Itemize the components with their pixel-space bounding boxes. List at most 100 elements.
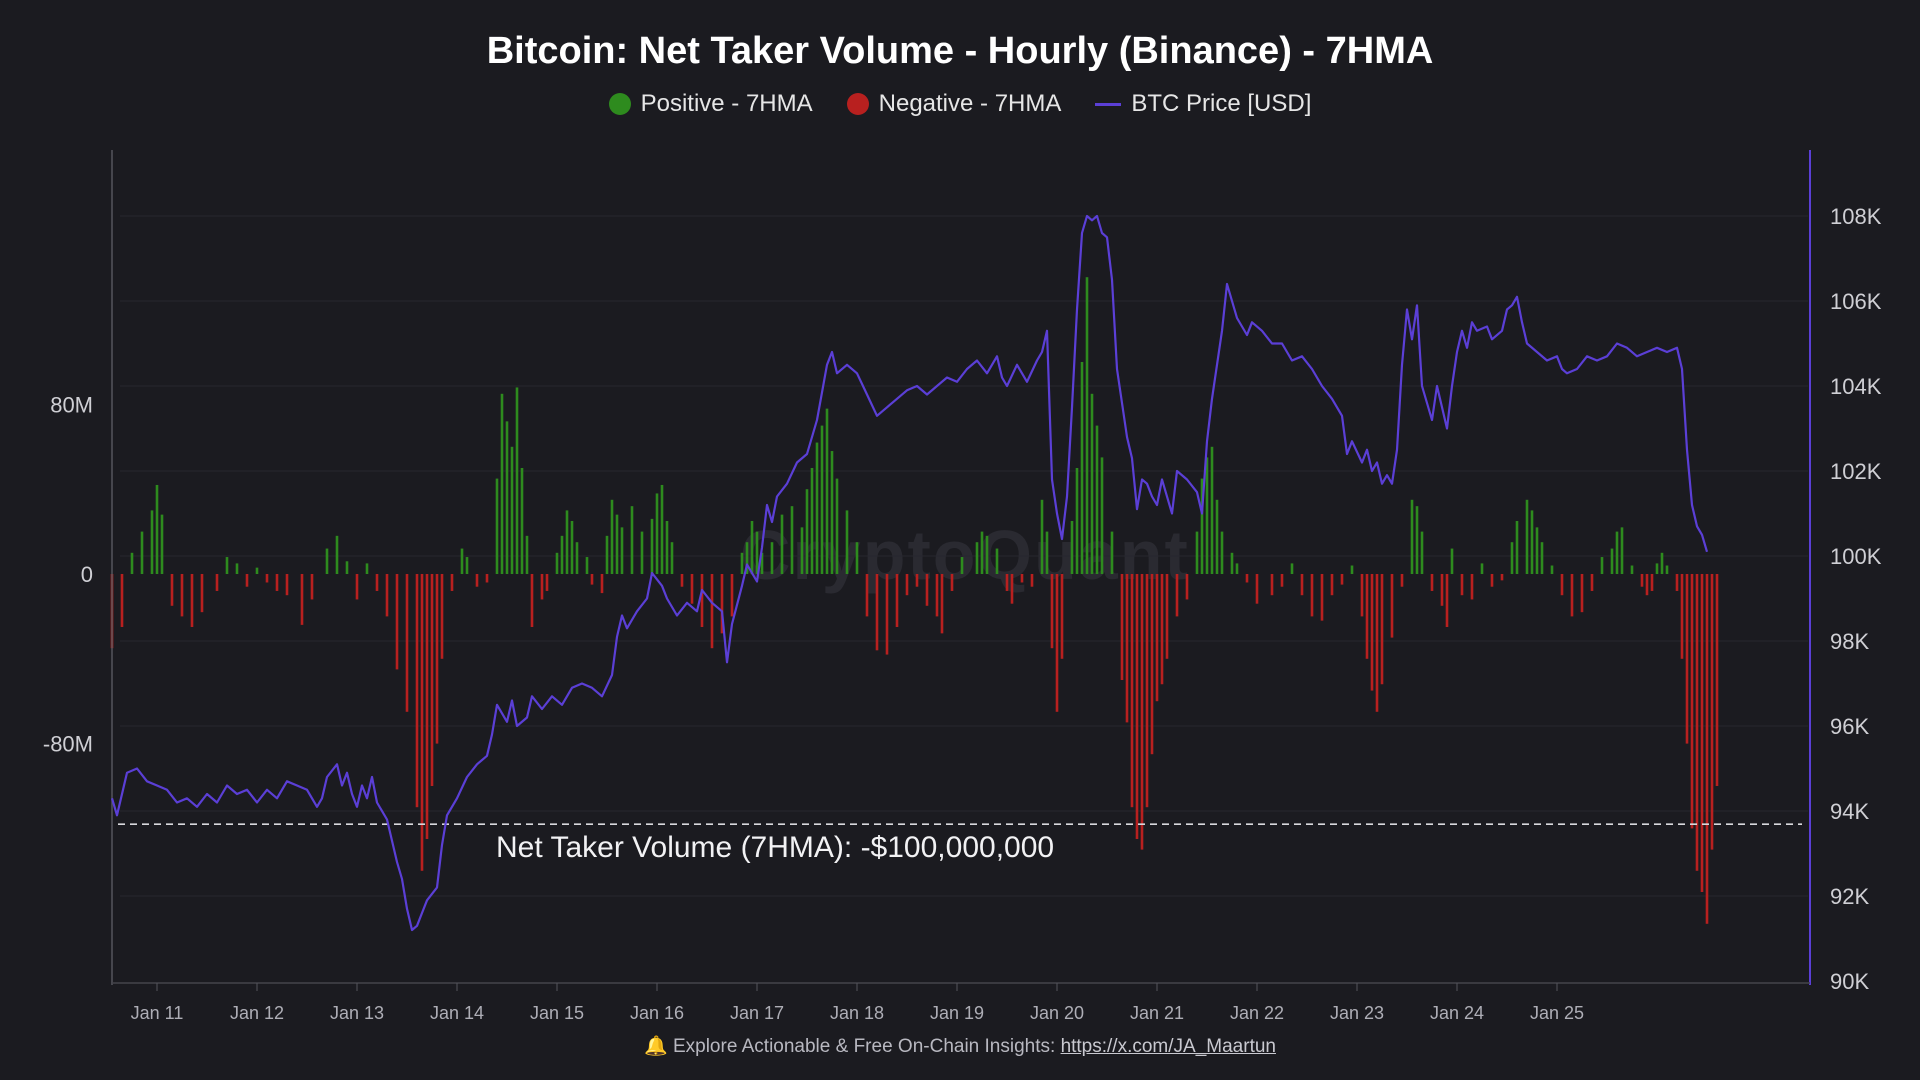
negative-bar — [940, 574, 944, 634]
negative-bar — [1140, 574, 1144, 850]
volume-bars — [110, 277, 1719, 924]
negative-bar — [430, 574, 434, 786]
y-left-tick-label: 0 — [81, 562, 93, 587]
positive-bar — [565, 510, 569, 574]
negative-bar — [1155, 574, 1159, 702]
negative-bar — [1175, 574, 1179, 617]
positive-bar — [1420, 531, 1424, 574]
x-tick-label: Jan 22 — [1230, 1003, 1284, 1023]
negative-bar — [540, 574, 544, 600]
negative-bar — [310, 574, 314, 600]
negative-bar — [485, 574, 489, 583]
negative-bar — [720, 574, 724, 634]
positive-bar — [155, 484, 159, 574]
positive-bar — [650, 518, 654, 574]
positive-bar — [620, 527, 624, 574]
footer-text: Explore Actionable & Free On-Chain Insig… — [672, 1036, 1061, 1057]
negative-bar — [1715, 574, 1719, 786]
positive-bar — [1045, 531, 1049, 574]
legend-item-negative[interactable]: Negative - 7HMA — [846, 90, 1062, 118]
green-dot-icon — [608, 93, 631, 115]
positive-bar — [1070, 521, 1074, 574]
negative-bar — [375, 574, 379, 591]
x-tick-label: Jan 25 — [1530, 1003, 1584, 1023]
positive-bar — [1550, 565, 1554, 574]
positive-bar — [655, 493, 659, 574]
negative-bar — [690, 574, 694, 604]
positive-bar — [755, 531, 759, 574]
y-left-tick-label: 80M — [50, 392, 93, 417]
negative-bar — [1685, 574, 1689, 744]
negative-bar — [1255, 574, 1259, 604]
positive-bar — [660, 484, 664, 574]
positive-bar — [630, 506, 634, 574]
negative-bar — [170, 574, 174, 606]
positive-bar — [1525, 499, 1529, 574]
footer-link[interactable]: https://x.com/JA_Maartun — [1060, 1036, 1276, 1057]
x-tick-label: Jan 23 — [1330, 1003, 1384, 1023]
negative-bar — [1165, 574, 1169, 659]
x-tick-label: Jan 14 — [430, 1003, 484, 1023]
negative-bar — [1590, 574, 1594, 591]
positive-bar — [815, 442, 819, 574]
negative-bar — [1310, 574, 1314, 617]
negative-bar — [1680, 574, 1684, 659]
positive-bar — [805, 489, 809, 574]
positive-bar — [1235, 563, 1239, 574]
positive-bar — [820, 425, 824, 574]
positive-bar — [465, 557, 469, 574]
positive-bar — [1535, 527, 1539, 574]
negative-bar — [1490, 574, 1494, 587]
positive-bar — [855, 542, 859, 574]
negative-bar — [600, 574, 604, 594]
negative-bar — [1705, 574, 1709, 924]
positive-bar — [1530, 510, 1534, 574]
positive-bar — [1610, 548, 1614, 574]
negative-bar — [1645, 574, 1649, 596]
legend-item-btc-price[interactable]: BTC Price [USD] — [1095, 90, 1311, 118]
negative-bar — [1130, 574, 1134, 808]
negative-bar — [950, 574, 954, 591]
positive-bar — [995, 548, 999, 574]
negative-bar — [1430, 574, 1434, 591]
negative-bar — [355, 574, 359, 600]
negative-bar — [1150, 574, 1154, 755]
negative-bar — [180, 574, 184, 617]
line-swatch-icon — [1095, 102, 1122, 106]
negative-bar — [895, 574, 899, 627]
negative-bar — [1120, 574, 1124, 680]
negative-bar — [1440, 574, 1444, 606]
negative-bar — [590, 574, 594, 585]
negative-bar — [1135, 574, 1139, 839]
positive-bar — [225, 557, 229, 574]
chart-title: Bitcoin: Net Taker Volume - Hourly (Bina… — [486, 30, 1434, 72]
negative-bar — [1020, 574, 1024, 583]
positive-bar — [515, 387, 519, 574]
positive-bar — [335, 535, 339, 574]
negative-bar — [730, 574, 734, 617]
legend-label: Positive - 7HMA — [640, 90, 813, 117]
reference-line-label: Net Taker Volume (7HMA): -$100,000,000 — [496, 831, 1054, 864]
positive-bar — [760, 552, 764, 574]
positive-bar — [1110, 531, 1114, 574]
legend-label: Negative - 7HMA — [878, 90, 1062, 117]
negative-bar — [865, 574, 869, 617]
positive-bar — [605, 535, 609, 574]
positive-bar — [665, 521, 669, 574]
negative-bar — [700, 574, 704, 627]
y-right-tick-label: 92K — [1830, 884, 1869, 909]
negative-bar — [1570, 574, 1574, 617]
negative-bar — [1005, 574, 1009, 591]
negative-bar — [530, 574, 534, 627]
y-right-tick-label: 106K — [1830, 289, 1882, 314]
negative-bar — [680, 574, 684, 587]
positive-bar — [670, 542, 674, 574]
legend-item-positive[interactable]: Positive - 7HMA — [608, 90, 813, 118]
positive-bar — [505, 421, 509, 574]
y-right-tick-label: 98K — [1830, 629, 1869, 654]
positive-bar — [585, 557, 589, 574]
axes: 80M 0 -80M 108K 106K 104K 102K 100K 98K 96K 94K 92K… — [43, 150, 1882, 1023]
negative-bar — [1400, 574, 1404, 587]
negative-bar — [1185, 574, 1189, 600]
positive-bar — [790, 506, 794, 574]
